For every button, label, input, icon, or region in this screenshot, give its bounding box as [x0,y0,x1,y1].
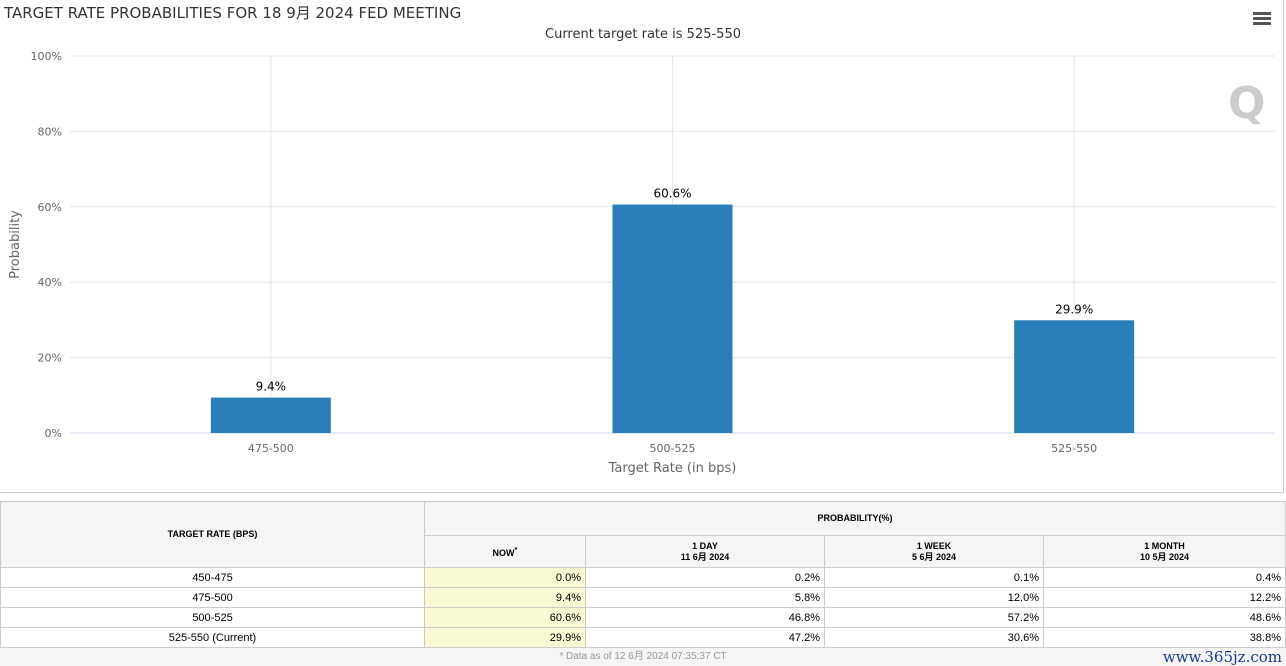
y-axis-label: Probability [8,210,23,279]
x-tick-label: 525-550 [1051,442,1097,455]
probability-cell: 0.0% [424,567,586,588]
header-1-day: 1 DAY 11 6月 2024 [585,535,825,568]
footnote: * Data as of 12 6月 2024 07:35:37 CT [559,651,727,662]
table-row: 475-500 9.4% 5.8% 12.0% 12.2% [0,587,1286,608]
y-tick-label: 40% [38,276,62,289]
table-row: 450-475 0.0% 0.2% 0.1% 0.4% [0,567,1286,588]
table-section: TARGET RATE (BPS) PROBABILITY(%) NOW* 1 … [0,501,1286,666]
y-tick-label: 100% [31,50,62,63]
probability-cell: 46.8% [585,607,825,628]
probability-table: TARGET RATE (BPS) PROBABILITY(%) NOW* 1 … [0,501,1286,648]
y-tick-label: 60% [38,201,62,214]
rate-cell: 450-475 [0,567,425,588]
logo-q-icon: Q [1228,78,1265,129]
probability-cell: 0.4% [1043,567,1286,588]
y-tick-label: 20% [38,352,62,365]
y-tick-label: 0% [45,427,62,440]
header-1-week: 1 WEEK 5 6月 2024 [824,535,1044,568]
bar [1014,320,1135,433]
probability-cell: 5.8% [585,587,825,608]
rate-cell: 525-550 (Current) [0,627,425,648]
probability-cell: 29.9% [424,627,586,648]
table-row: 525-550 (Current) 29.9% 47.2% 30.6% 38.8% [0,627,1286,648]
bar [210,397,331,433]
probability-cell: 60.6% [424,607,586,628]
chart-title: TARGET RATE PROBABILITIES FOR 18 9月 2024… [4,4,462,22]
probability-cell: 38.8% [1043,627,1286,648]
chart-container: TARGET RATE PROBABILITIES FOR 18 9月 2024… [0,0,1284,493]
probability-cell: 48.6% [1043,607,1286,628]
rate-cell: 500-525 [0,607,425,628]
header-now: NOW* [424,535,586,568]
y-tick-label: 80% [38,125,62,138]
bar [612,204,733,433]
probability-cell: 0.1% [824,567,1044,588]
probability-cell: 12.2% [1043,587,1286,608]
probability-cell: 30.6% [824,627,1044,648]
x-tick-label: 475-500 [248,442,294,455]
rate-cell: 475-500 [0,587,425,608]
bar-chart: 0% 20% 40% 60% 80% 100% 9.4% 475-500 60.6% 500-52… [8,50,1275,476]
chart-subtitle: Current target rate is 525-550 [545,27,741,42]
footnote-bar: * Data as of 12 6月 2024 07:35:37 CT www.… [0,648,1286,666]
header-target-rate: TARGET RATE (BPS) [0,501,425,568]
data-label: 60.6% [653,187,691,201]
header-1-month: 1 MONTH 10 5月 2024 [1043,535,1286,568]
probability-cell: 47.2% [585,627,825,648]
x-tick-label: 500-525 [650,442,696,455]
hamburger-menu-icon[interactable] [1253,12,1271,26]
x-axis-label: Target Rate (in bps) [608,461,737,476]
data-label: 29.9% [1055,302,1093,316]
probability-cell: 57.2% [824,607,1044,628]
probability-cell: 0.2% [585,567,825,588]
table-row: 500-525 60.6% 46.8% 57.2% 48.6% [0,607,1286,628]
data-label: 9.4% [256,380,287,394]
header-probability: PROBABILITY(%) [424,501,1286,536]
watermark: www.365jz.com [1162,648,1282,666]
probability-cell: 12.0% [824,587,1044,608]
probability-cell: 9.4% [424,587,586,608]
